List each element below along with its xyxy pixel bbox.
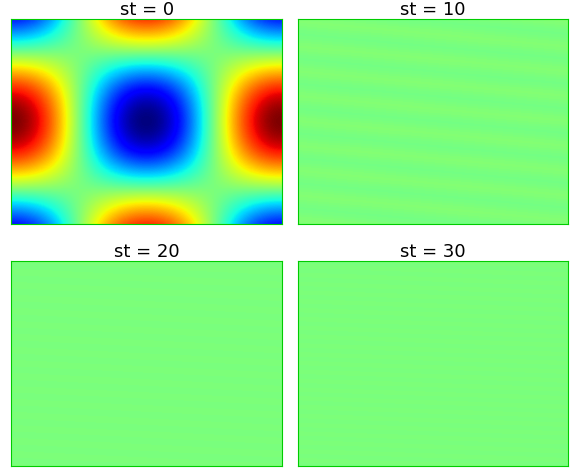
- Title: st = 20: st = 20: [114, 243, 180, 261]
- Title: st = 0: st = 0: [119, 0, 174, 19]
- Title: st = 10: st = 10: [401, 0, 466, 19]
- Title: st = 30: st = 30: [400, 243, 466, 261]
